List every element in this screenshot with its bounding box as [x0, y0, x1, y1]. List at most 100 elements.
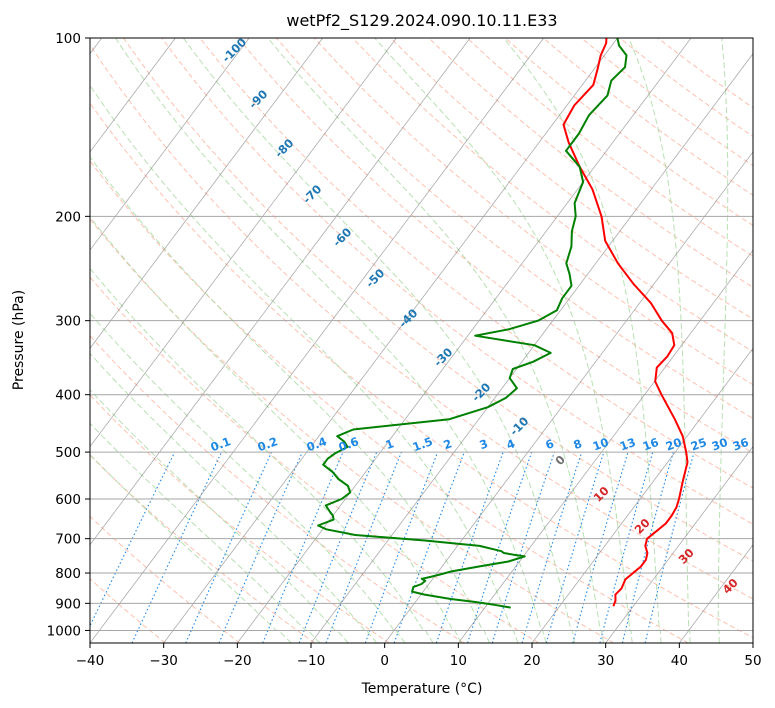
isotherm-label: -70 [300, 182, 325, 207]
x-tick-label: −30 [149, 653, 178, 669]
dry-adiabat [90, 276, 540, 643]
isotherm-label: -20 [469, 380, 494, 405]
isotherm [531, 347, 753, 643]
mixing-ratio-label: 3 [477, 436, 489, 452]
dry-adiabat [581, 38, 753, 167]
isotherm [752, 642, 753, 643]
moist-adiabat [90, 422, 321, 643]
dry-adiabat [542, 38, 753, 196]
isotherm [384, 151, 753, 643]
mixing-ratio-line [90, 451, 176, 628]
isotherm [310, 52, 753, 643]
isotherm [237, 38, 692, 643]
mixing-ratio-line [491, 451, 555, 643]
x-tick-label: −10 [297, 653, 326, 669]
mixing-ratio-label: 25 [689, 435, 709, 454]
mixing-ratio-label: 4 [504, 436, 516, 452]
isotherm [458, 249, 753, 643]
isotherm-label: -40 [396, 306, 421, 331]
y-tick-label: 400 [55, 388, 81, 404]
mixing-ratio-label: 13 [618, 435, 638, 454]
mixing-ratio-line [521, 451, 583, 643]
mixing-ratio-label: 0.6 [337, 434, 361, 454]
mixing-ratio-label: 2 [441, 436, 453, 452]
dry-adiabat [390, 38, 753, 320]
dry-adiabat [90, 454, 315, 643]
moist-adiabat [90, 267, 434, 643]
isotherm [163, 38, 618, 643]
moist-adiabat [267, 38, 604, 643]
dry-adiabat [90, 44, 753, 600]
mixing-ratio-line [599, 451, 654, 643]
isotherm [605, 445, 753, 643]
mixing-ratio-label: 20 [664, 435, 684, 454]
mixing-ratio-line [364, 451, 439, 643]
mixing-ratio-label: 36 [731, 435, 751, 454]
dry-adiabat [90, 515, 241, 643]
dry-adiabat [90, 394, 390, 643]
mixing-ratio-line [466, 451, 533, 643]
mixing-ratio-line [435, 451, 504, 643]
y-tick-label: 200 [55, 209, 81, 225]
x-tick-label: 50 [744, 653, 761, 669]
background-lines [90, 38, 753, 643]
mixing-ratio-label: 0.4 [305, 434, 329, 454]
isotherm-label: 10 [591, 484, 612, 505]
y-tick-label: 500 [55, 445, 81, 461]
moist-adiabat [90, 453, 292, 643]
mixing-ratio-line [185, 451, 273, 643]
moist-adiabat [90, 156, 490, 643]
dry-adiabat [90, 218, 614, 643]
y-axis-label: Pressure (hPa) [11, 290, 27, 390]
mixing-ratio-label: 1.5 [411, 434, 435, 454]
mixing-ratio-label: 30 [710, 435, 730, 454]
y-tick-label: 600 [55, 492, 81, 508]
profile-lines [317, 38, 689, 609]
isotherm [90, 38, 250, 251]
moist-adiabat [115, 38, 547, 643]
isotherm [90, 38, 397, 448]
moist-adiabat [717, 38, 729, 643]
dewpoint-line [317, 38, 628, 609]
isotherm-label: -80 [272, 136, 297, 161]
moist-adiabat [503, 38, 662, 643]
x-tick-label: −20 [223, 653, 252, 669]
mixing-ratio-label: 8 [571, 436, 583, 452]
mixing-ratio-label: 0.2 [256, 434, 280, 454]
isotherm [90, 38, 324, 349]
mixing-ratio-label: 16 [641, 435, 661, 454]
moist-adiabat [374, 38, 633, 643]
line-labels: -100-90-80-70-60-50-40-30-20-10010203040… [209, 35, 751, 597]
mixing-ratio-line [393, 451, 465, 643]
dry-adiabat [90, 335, 465, 643]
isotherm-label: -100 [219, 35, 249, 65]
isotherm-label: -30 [431, 345, 456, 370]
mixing-ratio-label: 10 [591, 435, 611, 454]
y-tick-label: 800 [55, 566, 81, 582]
moist-adiabat [90, 216, 462, 643]
mixing-ratio-label: 1 [383, 436, 395, 452]
chart-title: wetPf2_S129.2024.090.10.11.E33 [286, 11, 557, 31]
y-axis: 100 200 300 400 500 600 700 800 900 1000 [47, 31, 90, 639]
mixing-ratio-line [218, 451, 303, 643]
isotherm [90, 38, 545, 643]
isotherm-label: 20 [632, 516, 653, 537]
isotherm-label: 30 [676, 546, 697, 567]
moist-adiabat [182, 38, 576, 643]
x-axis: −40 −30 −20 −10 0 10 20 30 40 50 [76, 643, 762, 669]
y-tick-label: 300 [55, 314, 81, 330]
x-tick-label: −40 [76, 653, 105, 669]
mixing-ratio-line [572, 451, 629, 643]
moist-adiabat [90, 352, 377, 643]
dry-adiabat [313, 38, 753, 386]
x-axis-label: Temperature (°C) [361, 681, 483, 697]
isotherm-label: -50 [363, 266, 388, 291]
mixing-ratio-line [325, 451, 403, 643]
y-tick-label: 900 [55, 596, 81, 612]
isotherm [90, 38, 176, 153]
plot-frame [89, 37, 754, 644]
mixing-ratio-line [545, 451, 605, 643]
mixing-ratio-line [621, 451, 674, 643]
dry-adiabat [352, 38, 753, 353]
